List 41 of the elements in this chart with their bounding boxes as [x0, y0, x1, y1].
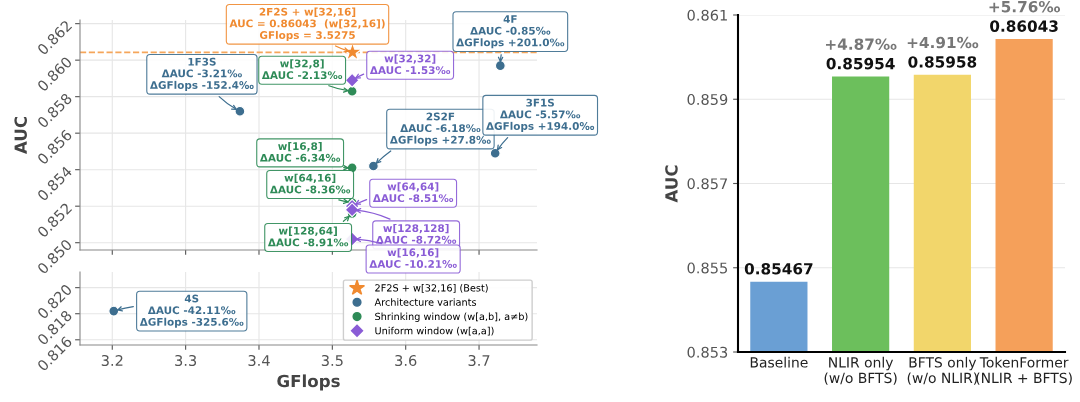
x-tick-label: BFTS only (w/o NLIR) — [907, 356, 978, 385]
annotation: w[32,32] ΔAUC -1.53‰ — [369, 54, 451, 75]
annotation: w[16,16] ΔAUC -10.21‰ — [369, 248, 457, 268]
legend-label: Architecture variants — [374, 298, 477, 306]
annotation: 4F ΔAUC -0.85‰ ΔGFlops +201.0‰ — [456, 15, 565, 49]
data-label: 0.85467 — [744, 262, 813, 275]
x-tick-label: TokenFormer (NLIR + BFTS) — [976, 356, 1072, 385]
x-axis-title: GFlops — [277, 374, 340, 391]
annotation: w[64,16] ΔAUC -8.36‰ — [269, 173, 351, 194]
annotation: 1F3S ΔAUC -3.21‰ ΔGFlops -152.4‰ — [149, 57, 254, 91]
annotation: 3F1S ΔAUC -5.57‰ ΔGFlops +194.0‰ — [486, 98, 595, 132]
y-axis-title: AUC — [665, 165, 678, 203]
x-tick-label: 3.6 — [395, 354, 417, 367]
x-tick-label: 3.5 — [321, 354, 343, 367]
annotation: w[64,64] ΔAUC -8.51‰ — [372, 182, 454, 203]
legend-label: 2F2S + w[32,16] (Best) — [375, 284, 488, 293]
y-tick-label: 0.859 — [687, 93, 728, 105]
annotation: +4.87‰ — [826, 38, 897, 50]
x-tick-label: NLIR only (w/o BFTS) — [824, 356, 897, 385]
annotation: w[32,8] ΔAUC -2.13‰ — [261, 59, 343, 80]
annotation: 2F2S + w[32,16] AUC = 0.86043 (w[32,16]) GFlops = 3.5275 — [229, 7, 385, 42]
annotation: +5.76‰ — [989, 0, 1061, 13]
x-tick-label: 3.7 — [468, 354, 490, 367]
annotation: w[16,8] ΔAUC -6.34‰ — [259, 141, 341, 162]
y-axis-title: AUC — [14, 116, 27, 154]
y-tick-label: 0.857 — [687, 178, 728, 190]
y-tick-label: 0.853 — [687, 346, 728, 358]
data-label: 0.85958 — [908, 56, 977, 68]
y-tick-label: 0.855 — [687, 262, 727, 274]
x-tick-label: 3.2 — [101, 354, 123, 367]
legend-label: Uniform window (w[a,a]) — [375, 326, 494, 336]
data-label: 0.86043 — [990, 20, 1058, 32]
data-label: 0.85954 — [826, 57, 895, 70]
legend-label: Shrinking window (w[a,b], a≠b) — [375, 312, 528, 322]
y-tick-label: 0.861 — [687, 9, 727, 21]
annotation: 4S ΔAUC -42.11‰ ΔGFlops -325.6‰ — [139, 294, 244, 328]
x-tick-label: Baseline — [750, 356, 808, 368]
x-tick-label: 3.4 — [248, 354, 270, 367]
annotation: +4.91‰ — [907, 36, 979, 49]
x-tick-label: 3.3 — [175, 354, 197, 367]
annotation: w[128,64] ΔAUC -8.91‰ — [267, 226, 349, 247]
